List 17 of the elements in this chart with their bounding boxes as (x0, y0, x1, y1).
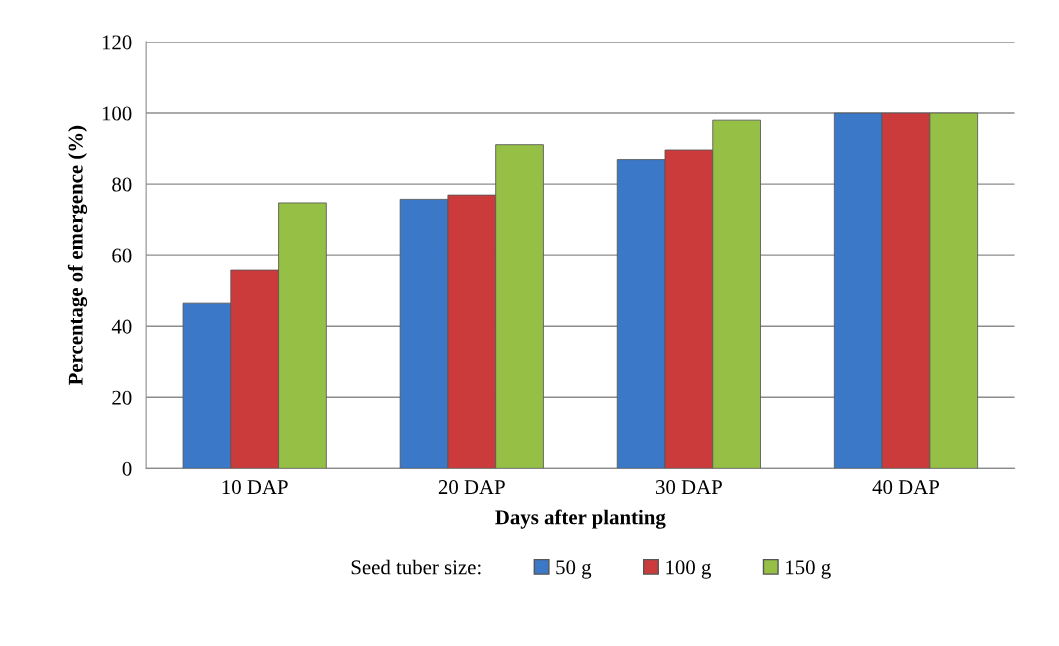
legend-label: 50 g (556, 560, 592, 579)
y-tick-label: 60 (112, 248, 132, 263)
y-tick-label: 80 (112, 177, 132, 192)
legend-label: 100 g (666, 560, 711, 579)
x-tick-label: 30 DAP (656, 480, 722, 495)
y-tick-label: 0 (122, 461, 132, 476)
legend-label: 150 g (786, 560, 831, 579)
y-axis-title: Percentage of emergence (%) (67, 125, 88, 386)
y-tick-label: 120 (102, 35, 132, 50)
x-tick-label: 40 DAP (872, 480, 939, 495)
x-axis-title: Days after planting (495, 509, 666, 529)
x-tick-label: 20 DAP (438, 480, 505, 495)
legend-title: Seed tuber size: (351, 559, 481, 575)
y-tick-label: 20 (112, 390, 132, 405)
y-tick-label: 40 (111, 319, 132, 334)
x-tick-label: 10 DAP (222, 480, 288, 495)
y-tick-label: 100 (102, 106, 132, 121)
